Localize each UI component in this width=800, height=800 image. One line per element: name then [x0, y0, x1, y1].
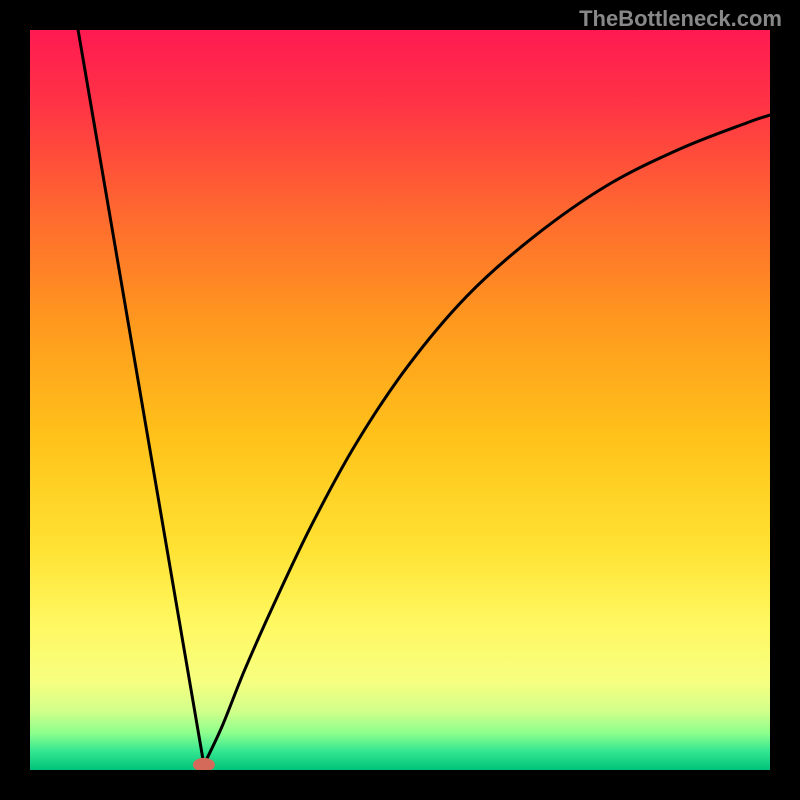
watermark-text: TheBottleneck.com: [579, 6, 782, 32]
plot-area: [30, 30, 770, 770]
chart-container: TheBottleneck.com: [0, 0, 800, 800]
chart-svg: [30, 30, 770, 770]
